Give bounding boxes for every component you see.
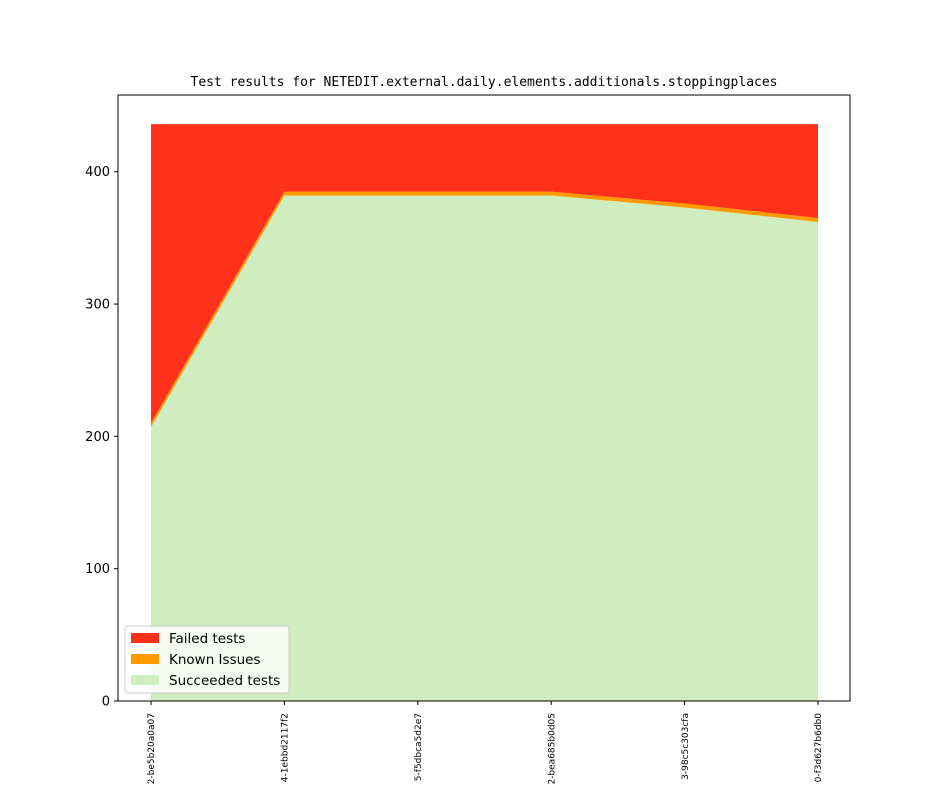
x-axis: 2-be5b20a0a07 4-1ebbd2117f2 5-f5dbca5d2e7 2… — [147, 701, 824, 785]
y-tick-label: 400 — [85, 165, 110, 180]
legend-label-succeeded-tests: Succeeded tests — [169, 673, 280, 689]
area-failed-tests — [151, 124, 818, 424]
legend: Failed tests Known Issues Succeeded tests — [124, 625, 290, 694]
legend-box — [124, 625, 290, 694]
area-succeeded-tests — [151, 195, 818, 701]
plot-frame — [117, 94, 851, 702]
x-tick-label: 0-f3d627b6db0 — [814, 713, 824, 783]
chart-title: Test results for NETEDIT.external.daily.… — [191, 75, 778, 90]
legend-label-known-issues: Known Issues — [169, 652, 261, 668]
x-tick-label: 2-be5b20a0a07 — [147, 713, 157, 784]
legend-swatch-succeeded-tests — [131, 675, 159, 685]
y-tick-label: 200 — [85, 430, 110, 445]
x-tick-label: 5-f5dbca5d2e7 — [414, 713, 424, 781]
area-series-layer — [151, 124, 818, 701]
y-axis: 0 100 200 300 400 — [85, 165, 118, 710]
y-tick-label: 100 — [85, 562, 110, 577]
x-tick-label: 4-1ebbd2117f2 — [281, 713, 291, 782]
y-tick-label: 0 — [102, 695, 110, 710]
legend-swatch-known-issues — [131, 654, 159, 664]
x-tick-label: 3-98c5c303cfa — [681, 713, 691, 780]
y-tick-label: 300 — [85, 298, 110, 313]
x-tick-label: 2-bea685b0d05 — [547, 713, 557, 785]
legend-label-failed-tests: Failed tests — [169, 631, 245, 647]
legend-swatch-failed-tests — [131, 633, 159, 643]
